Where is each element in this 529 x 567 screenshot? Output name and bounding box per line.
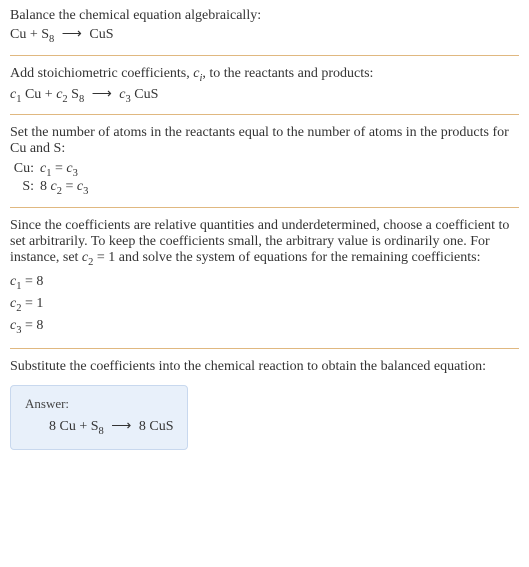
coefficient-list: c1 = 8 c2 = 1 c3 = 8 (10, 272, 519, 338)
section-title: Substitute the coefficients into the che… (10, 359, 519, 375)
coefficient-row: c2 = 1 (10, 294, 519, 316)
section-title: Set the number of atoms in the reactants… (10, 125, 519, 157)
answer-label: Answer: (25, 396, 173, 412)
divider (10, 348, 519, 349)
section-title: Since the coefficients are relative quan… (10, 218, 519, 268)
section-stoichiometric: Add stoichiometric coefficients, ci, to … (10, 66, 519, 105)
atom-label: S: (12, 179, 40, 195)
answer-box: Answer: 8 Cu + S8 ⟶ 8 CuS (10, 385, 188, 450)
atoms-row: Cu: c1 = c3 (12, 161, 519, 179)
equation: Cu + S8 ⟶ CuS (10, 26, 519, 45)
atoms-table: Cu: c1 = c3 S: 8 c2 = c3 (12, 161, 519, 197)
section-atoms: Set the number of atoms in the reactants… (10, 125, 519, 197)
section-substitute: Substitute the coefficients into the che… (10, 359, 519, 375)
coefficient-row: c3 = 8 (10, 316, 519, 338)
atom-equation: c1 = c3 (40, 161, 78, 179)
divider (10, 55, 519, 56)
section-title: Balance the chemical equation algebraica… (10, 8, 519, 24)
atoms-row: S: 8 c2 = c3 (12, 179, 519, 197)
equation: c1 Cu + c2 S8 ⟶ c3 CuS (10, 86, 519, 105)
atom-equation: 8 c2 = c3 (40, 179, 88, 197)
divider (10, 114, 519, 115)
coefficient-row: c1 = 8 (10, 272, 519, 294)
section-balance: Balance the chemical equation algebraica… (10, 8, 519, 45)
atom-label: Cu: (12, 161, 40, 177)
answer-equation: 8 Cu + S8 ⟶ 8 CuS (25, 418, 173, 437)
divider (10, 207, 519, 208)
section-title: Add stoichiometric coefficients, ci, to … (10, 66, 519, 84)
section-solve: Since the coefficients are relative quan… (10, 218, 519, 338)
